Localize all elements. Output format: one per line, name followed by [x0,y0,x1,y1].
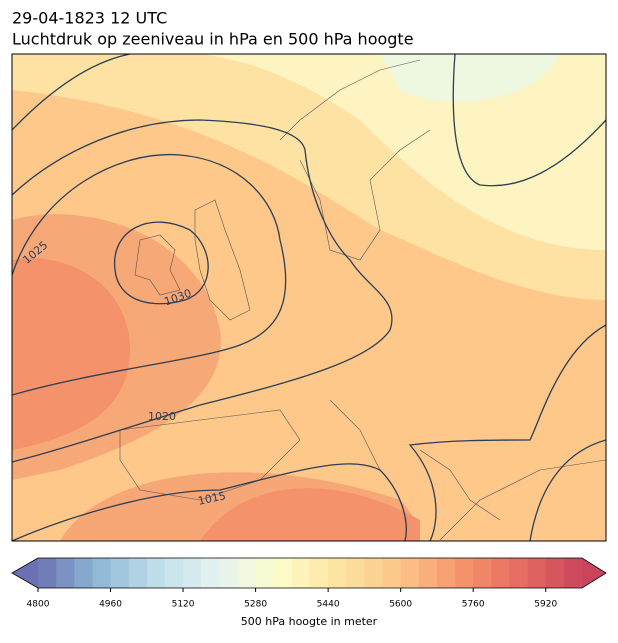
colorbar-tick-label: 4960 [99,600,122,610]
colorbar-segment [455,558,474,588]
colorbar-tick-label: 4800 [27,600,50,610]
colorbar-tick-label: 5440 [317,600,340,610]
colorbar-tick-label: 5600 [389,600,412,610]
colorbar-tick-label: 5920 [534,600,557,610]
colorbar-label: 500 hPa hoogte in meter [241,615,378,628]
isobar [114,221,209,305]
colorbar-segment [56,558,75,588]
colorbar-segment [418,558,438,588]
fill [12,258,130,450]
colorbar-segment [328,558,347,588]
colorbar-segment [563,558,583,588]
colorbar-segment [491,558,510,588]
colorbar-segment [527,558,547,588]
title-line-1: 29-04-1823 12 UTC [12,9,167,28]
map-frame [11,53,607,542]
isobar [452,54,606,187]
isobar [12,54,131,131]
colorbar-segment [364,558,384,588]
fill [380,54,560,103]
colorbar-outline [11,557,607,589]
isobar [12,463,407,541]
colorbar-segment [310,558,329,588]
colorbar-segment [146,558,166,588]
colorbar-extend [12,558,38,588]
colorbar-segment [183,558,202,588]
isobar-label: 1020 [148,410,176,423]
colorbar-segment [473,558,492,588]
fill [200,488,420,541]
colorbar-segment [237,558,257,588]
colorbar-segment [545,558,565,588]
colorbar-extend [582,558,606,588]
isobar-label: 1015 [197,489,227,508]
isobar [529,439,606,541]
colorbar-segment [92,558,112,588]
colorbar-segment [291,558,311,588]
map: 1025 1030 1020 1015 [11,53,607,542]
title-line-2: Luchtdruk op zeeniveau in hPa en 500 hPa… [12,30,414,49]
colorbar-segment [509,558,529,588]
colorbar-segment [38,558,57,588]
colorbar-segment [201,558,220,588]
colorbar-segment [382,558,402,588]
colorbar-segment [164,558,184,588]
colorbar-tick-label: 5120 [172,600,195,610]
colorbar-segment [255,558,275,588]
colorbar-tick-label: 5760 [462,600,485,610]
colorbar-segment [346,558,365,588]
colorbar-segment [74,558,93,588]
colorbar-segment [219,558,238,588]
colorbar-segment [273,558,293,588]
isobar [408,324,606,541]
colorbar-tick-label: 5280 [244,600,267,610]
isobar [12,119,393,463]
colorbar-segment [400,558,420,588]
colorbar-segment [436,558,456,588]
fill [200,54,606,250]
colorbar: 4800 4960 5120 5280 5440 5600 5760 5920 [11,557,607,610]
colorbar-segment [128,558,148,588]
isobar [12,153,287,396]
colorbar-segment [110,558,130,588]
